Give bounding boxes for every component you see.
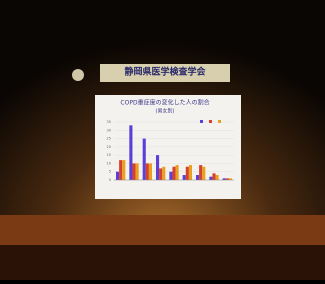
bar <box>199 165 202 180</box>
bar <box>156 155 159 180</box>
y-tick-label: 15 <box>107 153 111 157</box>
bar <box>119 160 122 180</box>
stage-front <box>0 245 325 280</box>
bar <box>176 165 179 180</box>
legend-swatch <box>218 120 221 123</box>
bar <box>116 172 119 180</box>
bar <box>209 177 212 180</box>
stage <box>0 215 325 245</box>
chart-subtitle: (男女別) <box>156 108 175 115</box>
banner-text: 静岡県医学検査学会 <box>124 66 206 78</box>
chart-title: COPD重症度の変化した人の割合 <box>120 99 209 107</box>
bar <box>149 163 152 180</box>
bar <box>143 139 146 180</box>
bar <box>169 172 172 180</box>
bar <box>202 167 205 180</box>
bar <box>186 167 189 180</box>
bar <box>212 173 215 180</box>
y-tick-label: 25 <box>107 137 111 141</box>
bar <box>183 175 186 180</box>
y-tick-label: 5 <box>109 170 111 174</box>
y-tick-label: 30 <box>107 128 111 132</box>
legend-swatch <box>200 120 203 123</box>
bar <box>189 165 192 180</box>
y-tick-label: 20 <box>107 145 111 149</box>
bar <box>122 160 125 180</box>
bar <box>216 175 219 180</box>
bar <box>172 167 175 180</box>
y-tick-label: 10 <box>107 161 111 165</box>
y-tick-label: 0 <box>109 178 111 182</box>
bar <box>132 163 135 180</box>
bar <box>136 163 139 180</box>
bar <box>159 168 162 180</box>
bar <box>146 163 149 180</box>
bar <box>196 175 199 180</box>
y-tick-label: 35 <box>107 120 111 124</box>
legend-swatch <box>209 120 212 123</box>
scene: 静岡県医学検査学会 COPD重症度の変化した人の割合 (男女別) 0 5 10 15 2… <box>0 0 325 280</box>
bar <box>162 167 165 180</box>
emblem <box>72 69 84 81</box>
bar <box>129 125 132 180</box>
